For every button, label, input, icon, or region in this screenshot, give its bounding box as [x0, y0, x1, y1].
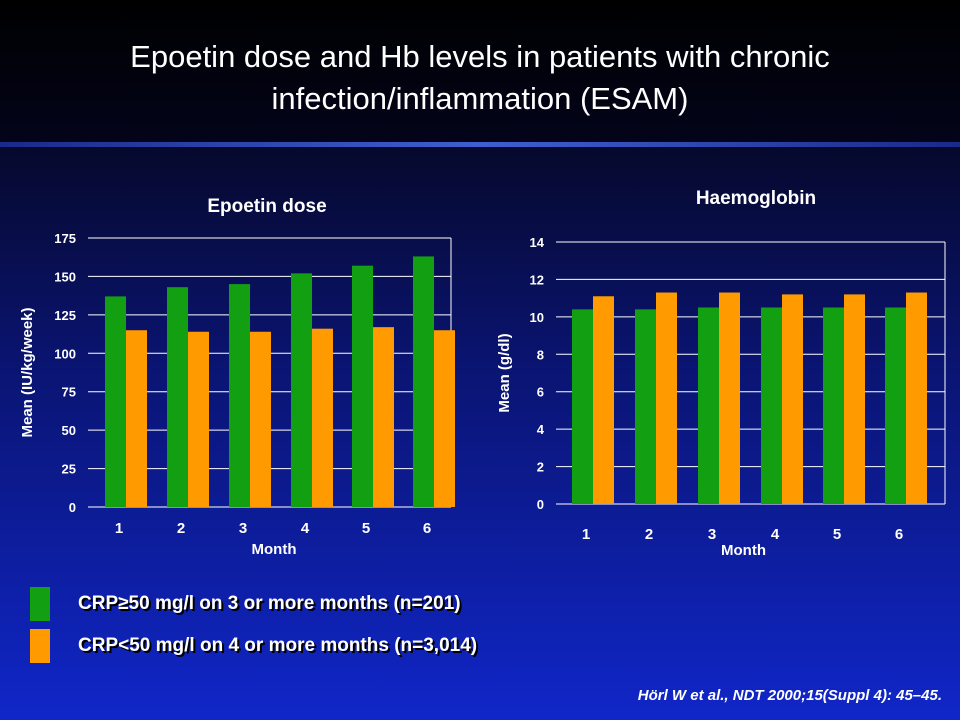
bar-crp-low	[126, 330, 147, 507]
bar-crp-low	[593, 296, 614, 504]
legend-swatch-orange	[30, 629, 50, 663]
y-tick-label: 8	[537, 347, 544, 362]
x-tick-label: 5	[833, 526, 841, 543]
y-tick-label: 10	[530, 310, 544, 325]
bar-crp-low	[373, 327, 394, 507]
x-axis-label: Month	[252, 541, 297, 558]
bar-crp-high	[761, 307, 782, 504]
bar-crp-low	[906, 292, 927, 504]
bar-crp-low	[434, 330, 455, 507]
bar-crp-high	[885, 307, 906, 504]
y-tick-label: 12	[530, 272, 544, 287]
y-tick-label: 150	[54, 269, 76, 284]
bar-crp-high	[413, 256, 434, 507]
legend-swatch-green	[30, 587, 50, 621]
bar-crp-high	[291, 273, 312, 507]
bar-crp-high	[635, 309, 656, 504]
bar-crp-high	[352, 265, 373, 507]
x-tick-label: 4	[301, 520, 310, 537]
chart-title: Haemoglobin	[696, 188, 816, 209]
y-tick-label: 14	[530, 235, 545, 250]
x-tick-label: 2	[177, 520, 185, 537]
x-tick-label: 3	[708, 526, 716, 543]
title-band	[0, 0, 960, 142]
y-axis-label: Mean (IU/kg/week)	[19, 307, 36, 437]
bar-crp-high	[105, 296, 126, 507]
x-tick-label: 6	[895, 526, 903, 543]
x-tick-label: 6	[423, 520, 431, 537]
slide-title: Epoetin dose and Hb levels in patients w…	[130, 39, 830, 116]
y-tick-label: 6	[537, 385, 544, 400]
bar-crp-low	[188, 331, 209, 507]
bar-crp-high	[229, 284, 250, 507]
x-tick-label: 3	[239, 520, 247, 537]
chart-title: Epoetin dose	[207, 196, 326, 217]
y-tick-label: 50	[62, 423, 76, 438]
x-tick-label: 4	[771, 526, 780, 543]
y-tick-label: 0	[537, 497, 544, 512]
title-divider	[0, 142, 960, 147]
bar-crp-high	[823, 307, 844, 504]
bar-crp-low	[250, 331, 271, 507]
y-tick-label: 100	[54, 346, 76, 361]
bar-crp-high	[167, 287, 188, 507]
x-axis-label: Month	[721, 542, 766, 559]
y-tick-label: 125	[54, 308, 76, 323]
y-tick-label: 4	[537, 422, 545, 437]
y-tick-label: 2	[537, 460, 544, 475]
x-tick-label: 1	[115, 520, 123, 537]
x-tick-label: 1	[582, 526, 590, 543]
bar-crp-high	[572, 309, 593, 504]
y-tick-label: 175	[54, 231, 76, 246]
legend-label-crp-high: CRP≥50 mg/l on 3 or more months (n=201)	[78, 593, 461, 614]
bar-crp-high	[698, 307, 719, 504]
y-tick-label: 75	[62, 385, 76, 400]
bar-crp-low	[844, 294, 865, 504]
legend-label-crp-low: CRP<50 mg/l on 4 or more months (n=3,014…	[78, 635, 478, 656]
y-axis-label: Mean (g/dl)	[496, 333, 513, 412]
y-tick-label: 0	[69, 500, 76, 515]
bar-crp-low	[312, 328, 333, 507]
x-tick-label: 2	[645, 526, 653, 543]
citation: Hörl W et al., NDT 2000;15(Suppl 4): 45–…	[637, 687, 942, 704]
x-tick-label: 5	[362, 520, 370, 537]
bar-crp-low	[782, 294, 803, 504]
y-tick-label: 25	[62, 462, 76, 477]
bar-crp-low	[719, 292, 740, 504]
bar-crp-low	[656, 292, 677, 504]
